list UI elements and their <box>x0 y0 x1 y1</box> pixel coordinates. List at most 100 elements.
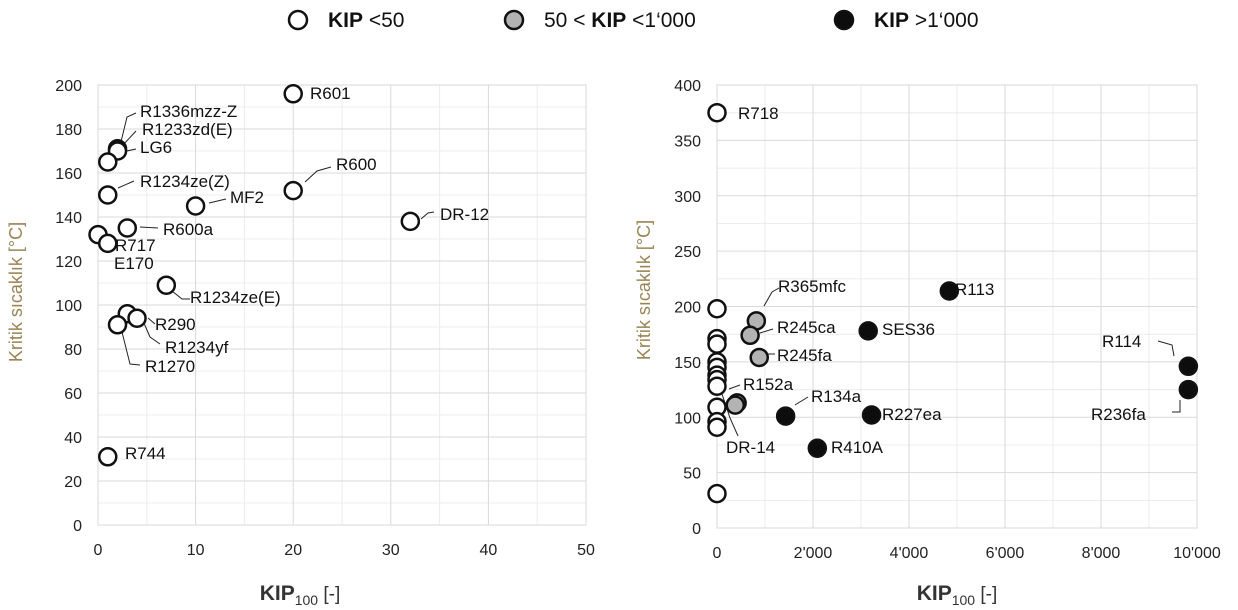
legend-label: KIP <50 <box>328 9 404 32</box>
y-tick-label: 180 <box>55 122 82 139</box>
data-point <box>775 406 796 426</box>
legend: KIP <50 50 < KIP <1‘000 KIP >1‘000 <box>287 9 979 32</box>
y-tick-label: 0 <box>73 518 82 535</box>
x-tick-label: 8'000 <box>1082 545 1121 562</box>
y-axis-label: Kritik sıcaklık [°C] <box>634 220 654 360</box>
data-point <box>807 438 828 459</box>
x-axis-label: KIP100 [-] <box>917 582 998 608</box>
point-label: R717 <box>115 236 156 255</box>
y-tick-label: 120 <box>55 254 82 271</box>
y-tick-label: 160 <box>55 166 82 183</box>
data-point <box>707 102 727 123</box>
y-tick-label: 100 <box>55 298 82 315</box>
label-leader-line <box>420 211 435 220</box>
x-tick-label: 40 <box>480 542 498 559</box>
y-tick-label: 0 <box>692 521 701 538</box>
y-axis-label: Kritik sıcaklık [°C] <box>6 222 26 362</box>
y-tick-label: 200 <box>674 300 701 317</box>
label-leader-line <box>171 290 190 300</box>
data-point <box>939 281 960 301</box>
point-label: R365mfc <box>778 277 847 296</box>
data-point <box>98 233 118 254</box>
legend-marker <box>287 9 309 31</box>
y-tick-label: 140 <box>55 210 82 227</box>
data-point <box>156 275 177 295</box>
x-tick-label: 4'000 <box>890 545 929 562</box>
point-label: R134a <box>811 387 862 406</box>
data-point <box>725 395 745 415</box>
point-label: R1234ze(E) <box>190 288 281 307</box>
point-label: R600 <box>336 155 377 174</box>
label-leader-line <box>794 396 809 406</box>
y-tick-label: 200 <box>55 78 82 95</box>
right-scatter-plot: 0 2'000 4'000 6'000 8'000 10'000 0 50 100 150 200 2… <box>634 78 1221 608</box>
label-leader-line <box>763 287 780 307</box>
label-leader-line <box>304 166 332 183</box>
data-point <box>707 483 727 504</box>
x-tick-label: 2'000 <box>794 545 833 562</box>
x-tick-label: 0 <box>94 542 103 559</box>
point-label: R152a <box>743 375 794 394</box>
y-tick-label: 300 <box>674 189 701 206</box>
legend-marker <box>833 9 855 31</box>
label-leader-line <box>759 328 774 334</box>
left-scatter-plot: 0 10 20 30 40 50 0 20 40 60 80 100 120 140 160 180 200 Kr… <box>6 78 595 608</box>
data-point <box>740 325 760 346</box>
data-point <box>98 152 118 172</box>
x-tick-label: 6'000 <box>986 545 1025 562</box>
data-point <box>117 218 138 238</box>
point-label: R1234ze(Z) <box>140 172 230 191</box>
label-leader-line <box>119 112 137 147</box>
label-leader-line <box>120 327 141 366</box>
label-leader-line <box>1157 340 1175 357</box>
x-tick-label: 30 <box>382 542 400 559</box>
point-label: E170 <box>114 254 154 273</box>
data-point <box>707 298 727 319</box>
point-label: R113 <box>955 280 994 299</box>
data-point <box>1178 379 1199 400</box>
y-tick-label: 250 <box>674 244 701 261</box>
point-label: R114 <box>1102 332 1141 351</box>
y-tick-label: 350 <box>674 133 701 150</box>
point-label: DR-14 <box>726 438 775 457</box>
x-tick-label: 0 <box>713 545 722 562</box>
point-label: R236fa <box>1091 405 1146 424</box>
data-point <box>749 347 769 368</box>
legend-item: KIP <50 <box>287 9 404 32</box>
label-leader-line <box>139 226 159 229</box>
label-leader-line <box>117 180 135 189</box>
point-label: R245ca <box>777 318 836 337</box>
data-point <box>400 211 421 232</box>
y-tick-label: 150 <box>674 355 701 372</box>
data-point <box>1178 356 1199 377</box>
point-label: R227ea <box>882 405 942 424</box>
point-label: R601 <box>310 84 351 103</box>
data-point <box>707 334 727 354</box>
x-tick-label: 10 <box>187 542 205 559</box>
label-leader-line <box>208 198 227 204</box>
data-point <box>283 84 303 104</box>
data-point <box>707 376 727 396</box>
y-tick-label: 60 <box>64 386 82 403</box>
point-label: SES36 <box>882 320 935 339</box>
data-point <box>107 315 128 335</box>
point-label: R1234yf <box>165 338 229 357</box>
point-label: R1336mzz-Z <box>140 102 237 121</box>
data-point <box>858 321 878 341</box>
data-point <box>127 308 147 328</box>
data-point <box>98 185 118 205</box>
point-label: LG6 <box>140 138 172 157</box>
label-leader-line <box>728 384 741 390</box>
x-tick-label: 50 <box>577 542 595 559</box>
legend-item: 50 < KIP <1‘000 <box>503 9 696 32</box>
label-leader-line <box>147 317 156 325</box>
point-label: R410A <box>831 438 884 457</box>
y-tick-label: 50 <box>683 466 701 483</box>
point-label: R245fa <box>777 346 832 365</box>
y-tick-label: 100 <box>674 410 701 427</box>
x-axis-label: KIP100 [-] <box>260 582 341 608</box>
y-tick-label: 80 <box>64 342 82 359</box>
data-point <box>98 447 118 467</box>
x-tick-label: 20 <box>284 542 302 559</box>
